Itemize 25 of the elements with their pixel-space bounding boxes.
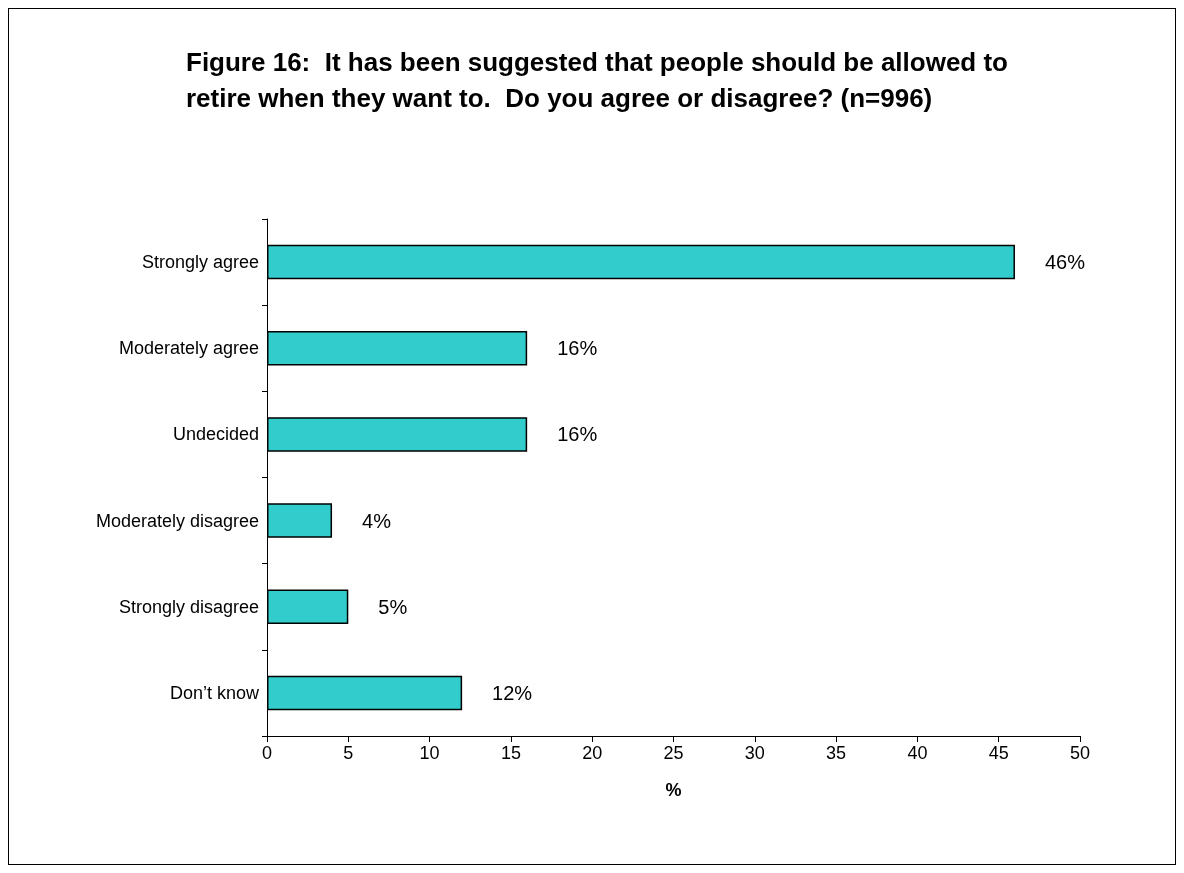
x-tick-label: 30 — [744, 743, 765, 763]
x-tick-label: 50 — [1069, 743, 1091, 763]
x-tick-label: 5 — [343, 743, 354, 763]
y-tick-label: Undecided — [172, 424, 259, 445]
data-label: 16% — [557, 423, 598, 446]
data-label: 16% — [557, 337, 598, 360]
data-label: 4% — [362, 509, 392, 532]
x-tick-label: 10 — [419, 743, 440, 763]
y-tick-label: Strongly disagree — [118, 596, 259, 617]
x-tick-label: 15 — [500, 743, 521, 763]
data-label: 46% — [1044, 251, 1086, 274]
x-axis-title: % — [665, 780, 682, 800]
y-tick-label: Don’t know — [169, 682, 260, 703]
y-tick-label: Moderately disagree — [95, 510, 259, 531]
x-tick-label: 35 — [826, 743, 847, 763]
x-tick-label: 0 — [261, 743, 273, 763]
x-tick-label: 40 — [907, 743, 928, 763]
chart-title: Figure 16: It has been suggested that people should be allowed to retire when they want to. Do you agree or disagree? (n=996) — [186, 47, 1016, 113]
x-tick-label: 20 — [582, 743, 603, 763]
x-tick-label: 45 — [988, 743, 1009, 763]
data-label: 12% — [492, 681, 533, 704]
data-label: 5% — [378, 595, 408, 618]
y-tick-label: Moderately agree — [118, 338, 259, 359]
y-tick-label: Strongly agree — [141, 252, 259, 273]
x-tick-label: 25 — [663, 743, 684, 763]
